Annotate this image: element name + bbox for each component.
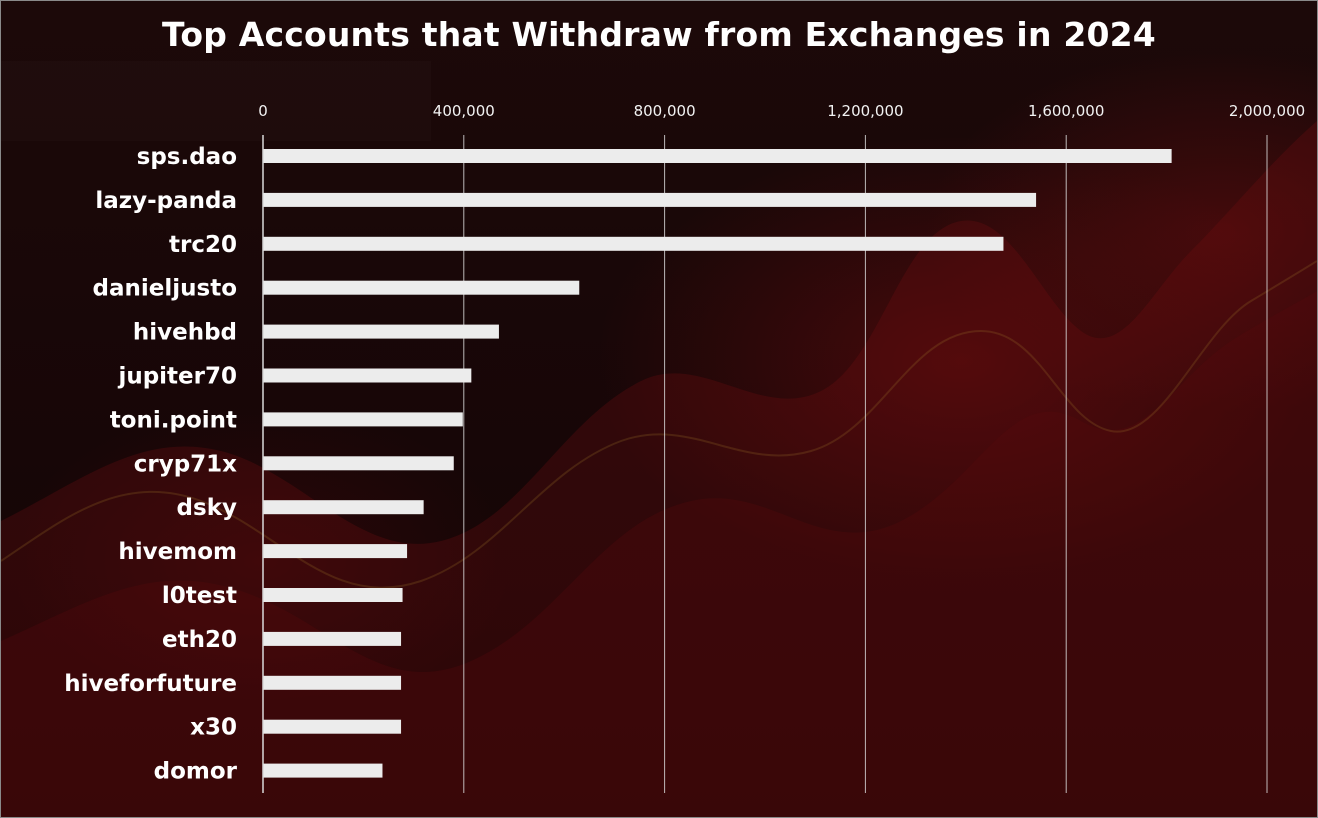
x-tick-label: 1,600,000 <box>1028 102 1104 120</box>
bar-sps-dao <box>263 149 1172 163</box>
gridlines <box>463 135 1268 793</box>
category-label: eth20 <box>162 627 237 653</box>
x-tick-label: 800,000 <box>634 102 696 120</box>
x-tick-label: 400,000 <box>433 102 495 120</box>
bar-cryp71x <box>263 456 454 471</box>
category-label: domor <box>154 759 238 785</box>
bar-trc20 <box>263 236 1004 251</box>
category-label: dsky <box>177 495 237 521</box>
category-label: trc20 <box>169 232 237 258</box>
category-label: jupiter70 <box>117 364 237 390</box>
category-label: x30 <box>190 715 237 741</box>
x-tick-label: 0 <box>258 102 268 120</box>
bar-dsky <box>263 500 424 515</box>
category-label: hivehbd <box>133 320 237 346</box>
category-labels: sps.dao lazy-panda trc20 danieljusto hivehbd… <box>64 144 237 785</box>
bar-jupiter70 <box>263 368 472 383</box>
bar-eth20 <box>263 631 402 646</box>
x-tick-label: 1,200,000 <box>827 102 903 120</box>
bar-toni-point <box>263 412 463 427</box>
category-label: toni.point <box>110 407 237 433</box>
bar-hiveforfuture <box>263 675 402 690</box>
category-label: sps.dao <box>137 144 237 170</box>
category-label: lazy-panda <box>95 188 237 214</box>
bar-danieljusto <box>263 280 580 295</box>
bar-x30 <box>263 719 402 734</box>
category-label: hivemom <box>118 539 237 565</box>
chart-title: Top Accounts that Withdraw from Exchange… <box>162 15 1156 54</box>
bar-l0test <box>263 588 403 602</box>
category-label: l0test <box>162 583 237 609</box>
category-label: cryp71x <box>134 451 237 477</box>
bar-lazy-panda <box>263 192 1037 207</box>
category-label: hiveforfuture <box>64 671 237 697</box>
bar-hivehbd <box>263 324 499 339</box>
x-axis-tick-labels: 0 400,000 800,000 1,200,000 1,600,000 2,000,0… <box>258 102 1305 120</box>
bar-domor <box>263 763 383 778</box>
category-label: danieljusto <box>93 276 237 302</box>
bar-hivemom <box>263 544 408 559</box>
bars <box>263 149 1172 778</box>
x-tick-label: 2,000,000 <box>1229 102 1305 120</box>
